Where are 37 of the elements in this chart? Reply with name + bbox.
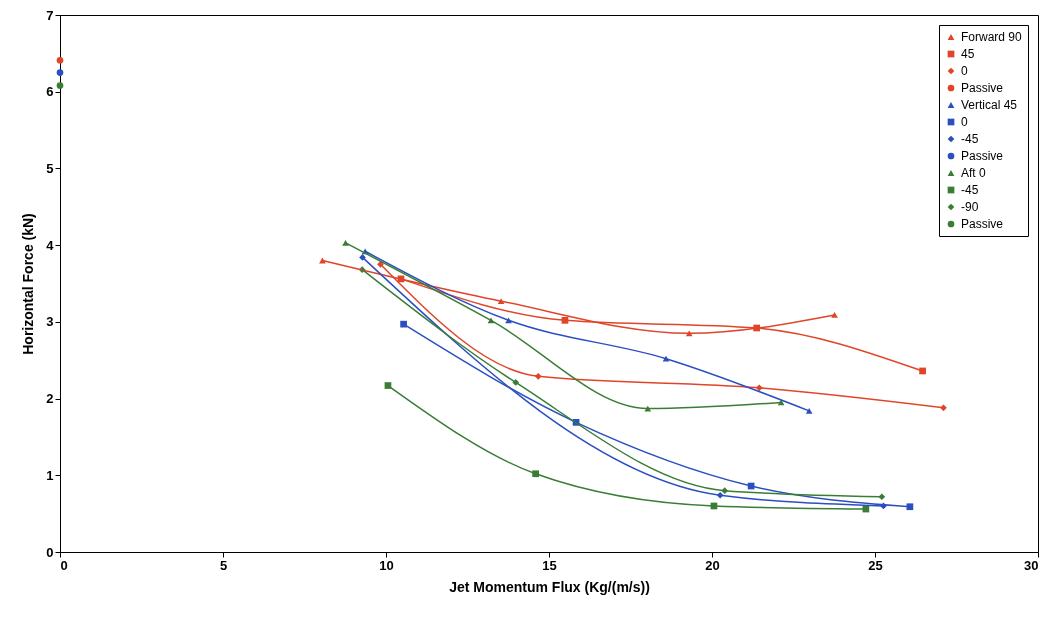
legend-label: Passive — [961, 81, 1004, 95]
point — [56, 56, 64, 64]
y-tick-label: 2 — [46, 391, 54, 407]
legend-label: Forward 90 — [961, 30, 1023, 44]
y-tick-label: 4 — [46, 237, 55, 253]
legend-label: -45 — [961, 132, 979, 146]
legend-label: 0 — [961, 115, 968, 129]
x-tick-label: 0 — [60, 557, 68, 573]
legend-label: 0 — [961, 64, 968, 78]
legend-label: -45 — [961, 183, 979, 197]
y-tick-label: 1 — [46, 467, 54, 483]
point — [56, 82, 64, 89]
x-tick-label: 30 — [1024, 557, 1039, 573]
x-tick-label: 15 — [542, 557, 557, 573]
y-tick-label: 3 — [46, 314, 54, 330]
legend-label: 45 — [961, 47, 975, 61]
point — [805, 407, 813, 414]
legend-label: Aft 0 — [961, 166, 987, 180]
x-tick-label: 10 — [379, 557, 394, 573]
y-axis-title: Horizontal Force (kN) — [20, 213, 37, 355]
point — [400, 320, 407, 328]
point — [831, 312, 838, 318]
point — [56, 69, 64, 76]
y-tick-label: 0 — [46, 544, 54, 560]
legend-label: Passive — [961, 217, 1004, 231]
legend-label: Passive — [961, 149, 1004, 163]
legend-label: Vertical 45 — [961, 98, 1018, 112]
y-tick-label: 5 — [46, 160, 54, 176]
point — [359, 254, 366, 261]
x-axis-title: Jet Momentum Flux (Kg/(m/s)) — [449, 578, 650, 595]
y-tick-label: 6 — [46, 84, 54, 100]
y-tick-label: 7 — [46, 7, 54, 23]
point — [940, 404, 947, 412]
x-tick-label: 25 — [868, 557, 883, 573]
x-tick-label: 5 — [219, 557, 228, 573]
legend-label: -90 — [961, 200, 979, 214]
x-tick-label: 20 — [705, 557, 720, 573]
